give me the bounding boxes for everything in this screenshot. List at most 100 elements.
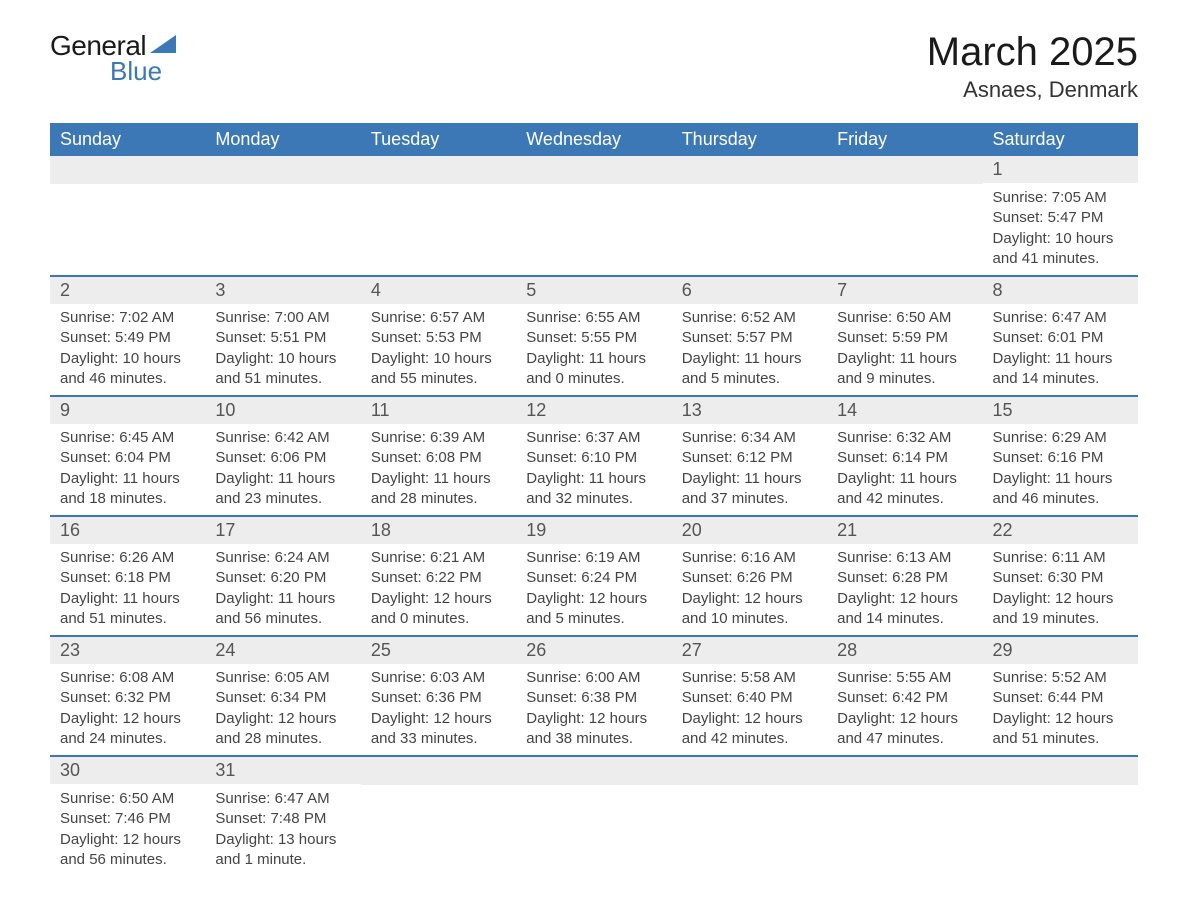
day-cell: Sunrise: 6:03 AMSunset: 6:36 PMDaylight:… xyxy=(361,664,516,756)
day-cell: 25 xyxy=(361,636,516,664)
day-details-empty xyxy=(205,184,360,264)
daylight-text-2: and 42 minutes. xyxy=(682,729,817,749)
day-details: Sunrise: 6:42 AMSunset: 6:06 PMDaylight:… xyxy=(205,424,360,515)
day-cell: Sunrise: 6:13 AMSunset: 6:28 PMDaylight:… xyxy=(827,544,982,636)
day-number-empty xyxy=(361,156,516,184)
day-cell: Sunrise: 7:02 AMSunset: 5:49 PMDaylight:… xyxy=(50,304,205,396)
day-details: Sunrise: 6:39 AMSunset: 6:08 PMDaylight:… xyxy=(361,424,516,515)
day-cell: Sunrise: 6:47 AMSunset: 7:48 PMDaylight:… xyxy=(205,785,360,876)
daylight-text-2: and 51 minutes. xyxy=(215,369,350,389)
day-cell: 10 xyxy=(205,396,360,424)
day-cell: 9 xyxy=(50,396,205,424)
day-cell: Sunrise: 6:47 AMSunset: 6:01 PMDaylight:… xyxy=(983,304,1138,396)
day-number-empty xyxy=(672,156,827,184)
day-details: Sunrise: 6:05 AMSunset: 6:34 PMDaylight:… xyxy=(205,664,360,755)
daylight-text-2: and 46 minutes. xyxy=(60,369,195,389)
day-cell: 6 xyxy=(672,276,827,304)
day-cell: Sunrise: 6:08 AMSunset: 6:32 PMDaylight:… xyxy=(50,664,205,756)
day-number: 14 xyxy=(827,397,982,424)
daylight-text-1: Daylight: 11 hours xyxy=(993,349,1128,369)
week-number-row: 3031 xyxy=(50,756,1138,785)
logo: General Blue xyxy=(50,30,176,87)
sunrise-text: Sunrise: 6:50 AM xyxy=(60,789,195,809)
week-number-row: 16171819202122 xyxy=(50,516,1138,544)
daylight-text-2: and 1 minute. xyxy=(215,850,350,870)
day-number: 23 xyxy=(50,637,205,664)
sunset-text: Sunset: 6:10 PM xyxy=(526,448,661,468)
sunset-text: Sunset: 6:14 PM xyxy=(837,448,972,468)
sunrise-text: Sunrise: 5:58 AM xyxy=(682,668,817,688)
sunset-text: Sunset: 7:46 PM xyxy=(60,809,195,829)
sunset-text: Sunset: 6:18 PM xyxy=(60,568,195,588)
daylight-text-2: and 28 minutes. xyxy=(371,489,506,509)
day-number: 18 xyxy=(361,517,516,544)
week-number-row: 9101112131415 xyxy=(50,396,1138,424)
day-cell: 20 xyxy=(672,516,827,544)
sunset-text: Sunset: 6:28 PM xyxy=(837,568,972,588)
day-number: 27 xyxy=(672,637,827,664)
sunset-text: Sunset: 6:38 PM xyxy=(526,688,661,708)
daylight-text-1: Daylight: 11 hours xyxy=(682,469,817,489)
day-number: 21 xyxy=(827,517,982,544)
sunrise-text: Sunrise: 6:45 AM xyxy=(60,428,195,448)
month-title: March 2025 xyxy=(927,30,1138,75)
day-cell: Sunrise: 5:58 AMSunset: 6:40 PMDaylight:… xyxy=(672,664,827,756)
day-number: 12 xyxy=(516,397,671,424)
daylight-text-1: Daylight: 12 hours xyxy=(682,709,817,729)
day-cell xyxy=(516,184,671,276)
sunset-text: Sunset: 5:47 PM xyxy=(993,208,1128,228)
day-number: 26 xyxy=(516,637,671,664)
day-details: Sunrise: 6:13 AMSunset: 6:28 PMDaylight:… xyxy=(827,544,982,635)
daylight-text-1: Daylight: 11 hours xyxy=(215,589,350,609)
sunset-text: Sunset: 5:57 PM xyxy=(682,328,817,348)
daylight-text-1: Daylight: 10 hours xyxy=(371,349,506,369)
day-details: Sunrise: 6:47 AMSunset: 7:48 PMDaylight:… xyxy=(205,785,360,876)
day-number: 30 xyxy=(50,757,205,784)
daylight-text-2: and 56 minutes. xyxy=(60,850,195,870)
day-cell xyxy=(672,785,827,876)
daylight-text-1: Daylight: 12 hours xyxy=(993,589,1128,609)
day-cell: 17 xyxy=(205,516,360,544)
week-number-row: 23242526272829 xyxy=(50,636,1138,664)
day-details: Sunrise: 6:08 AMSunset: 6:32 PMDaylight:… xyxy=(50,664,205,755)
daylight-text-2: and 0 minutes. xyxy=(526,369,661,389)
day-number: 24 xyxy=(205,637,360,664)
sunrise-text: Sunrise: 6:39 AM xyxy=(371,428,506,448)
day-cell: Sunrise: 6:21 AMSunset: 6:22 PMDaylight:… xyxy=(361,544,516,636)
day-number: 7 xyxy=(827,277,982,304)
day-number: 2 xyxy=(50,277,205,304)
week-details-row: Sunrise: 6:26 AMSunset: 6:18 PMDaylight:… xyxy=(50,544,1138,636)
day-cell: Sunrise: 6:55 AMSunset: 5:55 PMDaylight:… xyxy=(516,304,671,396)
day-number-empty xyxy=(672,757,827,785)
day-number: 4 xyxy=(361,277,516,304)
sunrise-text: Sunrise: 6:55 AM xyxy=(526,308,661,328)
day-cell: 21 xyxy=(827,516,982,544)
sunset-text: Sunset: 6:42 PM xyxy=(837,688,972,708)
daylight-text-1: Daylight: 11 hours xyxy=(60,589,195,609)
sunset-text: Sunset: 6:30 PM xyxy=(993,568,1128,588)
sunrise-text: Sunrise: 6:57 AM xyxy=(371,308,506,328)
day-details: Sunrise: 5:52 AMSunset: 6:44 PMDaylight:… xyxy=(983,664,1138,755)
daylight-text-1: Daylight: 11 hours xyxy=(682,349,817,369)
sunrise-text: Sunrise: 6:08 AM xyxy=(60,668,195,688)
daylight-text-2: and 32 minutes. xyxy=(526,489,661,509)
day-number-empty xyxy=(827,156,982,184)
sunset-text: Sunset: 5:49 PM xyxy=(60,328,195,348)
daylight-text-2: and 38 minutes. xyxy=(526,729,661,749)
daylight-text-1: Daylight: 11 hours xyxy=(837,349,972,369)
day-cell xyxy=(827,184,982,276)
day-cell: 22 xyxy=(983,516,1138,544)
day-details-empty xyxy=(516,184,671,264)
sunrise-text: Sunrise: 6:11 AM xyxy=(993,548,1128,568)
day-details: Sunrise: 5:55 AMSunset: 6:42 PMDaylight:… xyxy=(827,664,982,755)
sunrise-text: Sunrise: 6:52 AM xyxy=(682,308,817,328)
day-cell: Sunrise: 6:16 AMSunset: 6:26 PMDaylight:… xyxy=(672,544,827,636)
daylight-text-1: Daylight: 13 hours xyxy=(215,830,350,850)
sunrise-text: Sunrise: 6:13 AM xyxy=(837,548,972,568)
day-details: Sunrise: 7:02 AMSunset: 5:49 PMDaylight:… xyxy=(50,304,205,395)
day-cell xyxy=(827,156,982,184)
sunset-text: Sunset: 6:36 PM xyxy=(371,688,506,708)
sunrise-text: Sunrise: 7:02 AM xyxy=(60,308,195,328)
day-cell: Sunrise: 5:52 AMSunset: 6:44 PMDaylight:… xyxy=(983,664,1138,756)
day-cell: 24 xyxy=(205,636,360,664)
